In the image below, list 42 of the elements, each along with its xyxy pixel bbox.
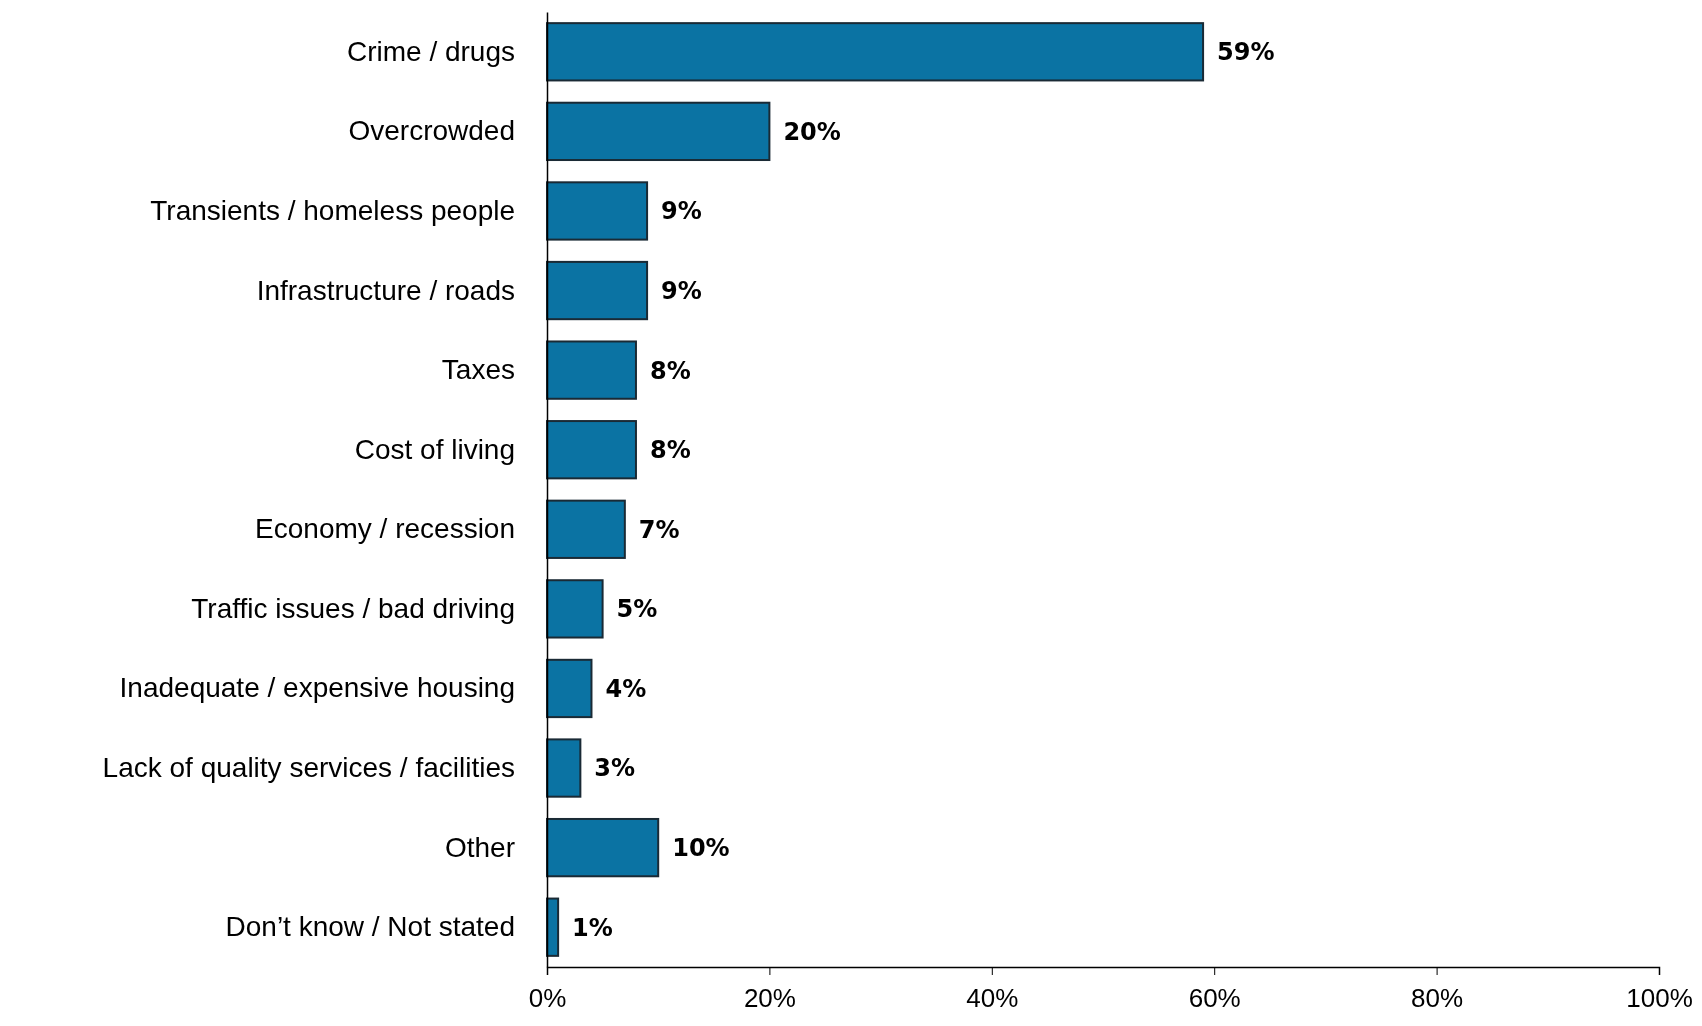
y-tick-label: Infrastructure / roads <box>256 274 515 306</box>
x-tick-label: 60% <box>1188 983 1241 1014</box>
bar <box>546 499 626 559</box>
y-tick-label: Overcrowded <box>348 115 515 147</box>
data-label: 59% <box>1217 38 1275 67</box>
bar <box>546 420 637 480</box>
x-tick-label: 0% <box>528 983 567 1014</box>
bar <box>546 897 560 957</box>
y-tick-label: Taxes <box>441 354 515 386</box>
data-label: 9% <box>661 197 702 226</box>
data-label: 4% <box>605 674 647 703</box>
x-tick-label: 40% <box>966 983 1019 1014</box>
data-label: 8% <box>649 436 691 465</box>
data-label: 7% <box>638 515 680 544</box>
bar <box>546 181 649 241</box>
bar <box>546 817 660 878</box>
y-tick-label: Traffic issues / bad driving <box>191 592 515 624</box>
y-tick-label: Don’t know / Not stated <box>225 911 515 943</box>
bar <box>546 340 637 400</box>
y-tick-label: Economy / recession <box>255 513 515 545</box>
bar <box>546 738 582 798</box>
bar <box>546 579 604 639</box>
y-tick-label: Inadequate / expensive housing <box>119 672 515 704</box>
data-label: 20% <box>783 117 841 146</box>
y-tick-label: Other <box>444 831 515 863</box>
data-label: 10% <box>672 834 730 863</box>
x-tick-label: 100% <box>1626 983 1693 1014</box>
y-tick-label: Cost of living <box>354 433 515 465</box>
data-label: 9% <box>661 276 702 305</box>
y-tick-label: Crime / drugs <box>346 35 515 67</box>
x-tick-label: 80% <box>1411 983 1464 1014</box>
y-tick-label: Lack of quality services / facilities <box>102 752 515 783</box>
bar <box>546 658 593 719</box>
y-tick-label: Transients / homeless people <box>150 194 515 226</box>
bar <box>546 22 1205 82</box>
data-label: 1% <box>572 913 613 942</box>
data-label: 5% <box>616 595 658 624</box>
x-tick-label: 20% <box>743 983 796 1014</box>
bar <box>546 101 771 162</box>
data-label: 3% <box>594 754 636 783</box>
bar <box>546 260 649 321</box>
data-label: 8% <box>649 356 691 385</box>
